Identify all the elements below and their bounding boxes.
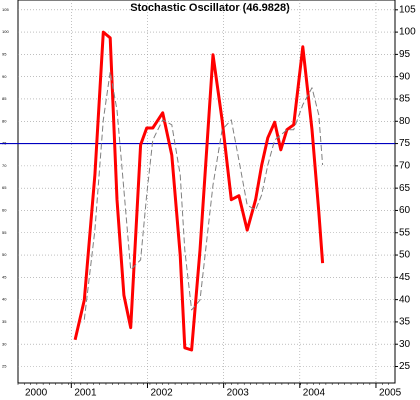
y-tick-label-left: 45 <box>2 274 7 279</box>
y-tick-label-left: 70 <box>2 163 7 168</box>
y-tick-label-left: 85 <box>2 96 7 101</box>
series-line <box>83 71 324 320</box>
y-tick-label: 30 <box>399 339 411 350</box>
y-tick-label: 100 <box>399 27 416 38</box>
y-tick-label: 105 <box>399 4 416 15</box>
y-tick-label-left: 25 <box>2 364 7 369</box>
y-tick-label-left: 40 <box>2 297 7 302</box>
x-tick-label: 2002 <box>150 388 173 399</box>
x-tick-label: 2005 <box>379 388 402 399</box>
series-line <box>73 30 325 352</box>
y-tick-label: 60 <box>399 205 411 216</box>
y-tick-label: 45 <box>399 272 411 283</box>
chart-title: Stochastic Oscillator (46.9828) <box>130 2 290 14</box>
y-tick-label-left: 50 <box>2 252 7 257</box>
x-tick-label: 2000 <box>25 388 48 399</box>
y-tick-label-left: 30 <box>2 341 7 346</box>
y-tick-label: 80 <box>399 116 411 127</box>
y-tick-label: 95 <box>399 49 411 60</box>
y-tick-label: 50 <box>399 250 411 261</box>
y-tick-label: 25 <box>399 361 411 372</box>
y-tick-label: 85 <box>399 94 411 105</box>
y-tick-label-left: 60 <box>2 208 7 213</box>
y-tick-label: 70 <box>399 161 411 172</box>
y-tick-label-left: 90 <box>2 74 7 79</box>
y-tick-label-left: 95 <box>2 51 7 56</box>
y-tick-label-left: 65 <box>2 185 7 190</box>
y-tick-label: 40 <box>399 294 411 305</box>
y-tick-label: 75 <box>399 138 411 149</box>
x-tick-label: 2003 <box>227 388 250 399</box>
y-tick-label: 35 <box>399 317 411 328</box>
y-tick-label-left: 100 <box>2 29 9 34</box>
y-tick-label: 90 <box>399 71 411 82</box>
y-tick-label-left: 105 <box>2 7 9 12</box>
x-tick-label: 2004 <box>303 388 326 399</box>
y-tick-label-left: 35 <box>2 319 7 324</box>
y-tick-label-left: 80 <box>2 118 7 123</box>
y-tick-label: 55 <box>399 227 411 238</box>
y-tick-label: 65 <box>399 183 411 194</box>
plot-area <box>17 0 396 384</box>
y-tick-label-left: 55 <box>2 230 7 235</box>
x-tick-label: 2001 <box>74 388 97 399</box>
